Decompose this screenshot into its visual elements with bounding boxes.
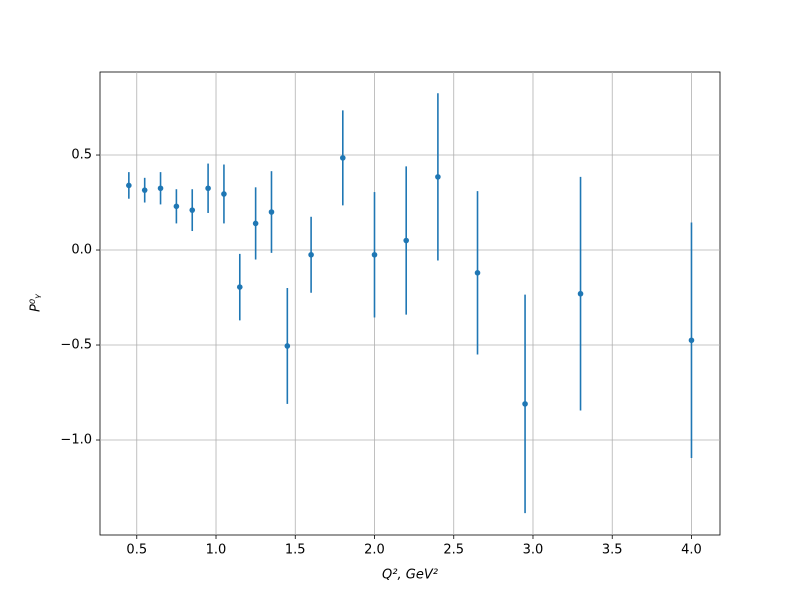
data-point <box>577 290 584 297</box>
x-tick-label: 2.0 <box>364 543 385 558</box>
data-point <box>688 337 695 344</box>
data-point <box>205 185 211 192</box>
x-tick-label: 1.0 <box>206 543 227 558</box>
x-tick-label: 1.5 <box>285 543 306 558</box>
data-point <box>252 220 259 227</box>
x-tick-label: 3.0 <box>523 543 544 558</box>
x-tick-label: 0.5 <box>126 543 147 558</box>
x-axis-label: Q², GeV² <box>382 568 438 583</box>
x-tick-label: 2.5 <box>443 543 464 558</box>
y-tick-label: 0.5 <box>71 148 92 163</box>
data-point <box>189 207 196 213</box>
data-point <box>268 209 275 215</box>
data-point <box>435 174 441 180</box>
y-axis-label: P⁰ᵧ <box>29 293 44 312</box>
x-tick-label: 3.5 <box>602 543 623 558</box>
y-tick-label: −1.0 <box>60 433 92 448</box>
data-point <box>173 203 180 210</box>
data-point <box>284 343 291 349</box>
data-point <box>474 270 481 276</box>
data-point <box>371 251 378 258</box>
data-point <box>522 401 528 407</box>
data-point <box>340 155 346 161</box>
data-point <box>126 182 132 189</box>
x-tick-label: 4.0 <box>681 543 702 558</box>
data-point <box>221 191 227 197</box>
data-point <box>141 187 148 193</box>
y-tick-label: −0.5 <box>60 338 92 353</box>
data-point <box>157 185 164 192</box>
data-point <box>236 284 243 290</box>
data-point <box>403 237 409 244</box>
plot-frame <box>99 71 721 536</box>
y-tick-label: 0.0 <box>71 243 92 258</box>
data-point <box>308 251 314 258</box>
